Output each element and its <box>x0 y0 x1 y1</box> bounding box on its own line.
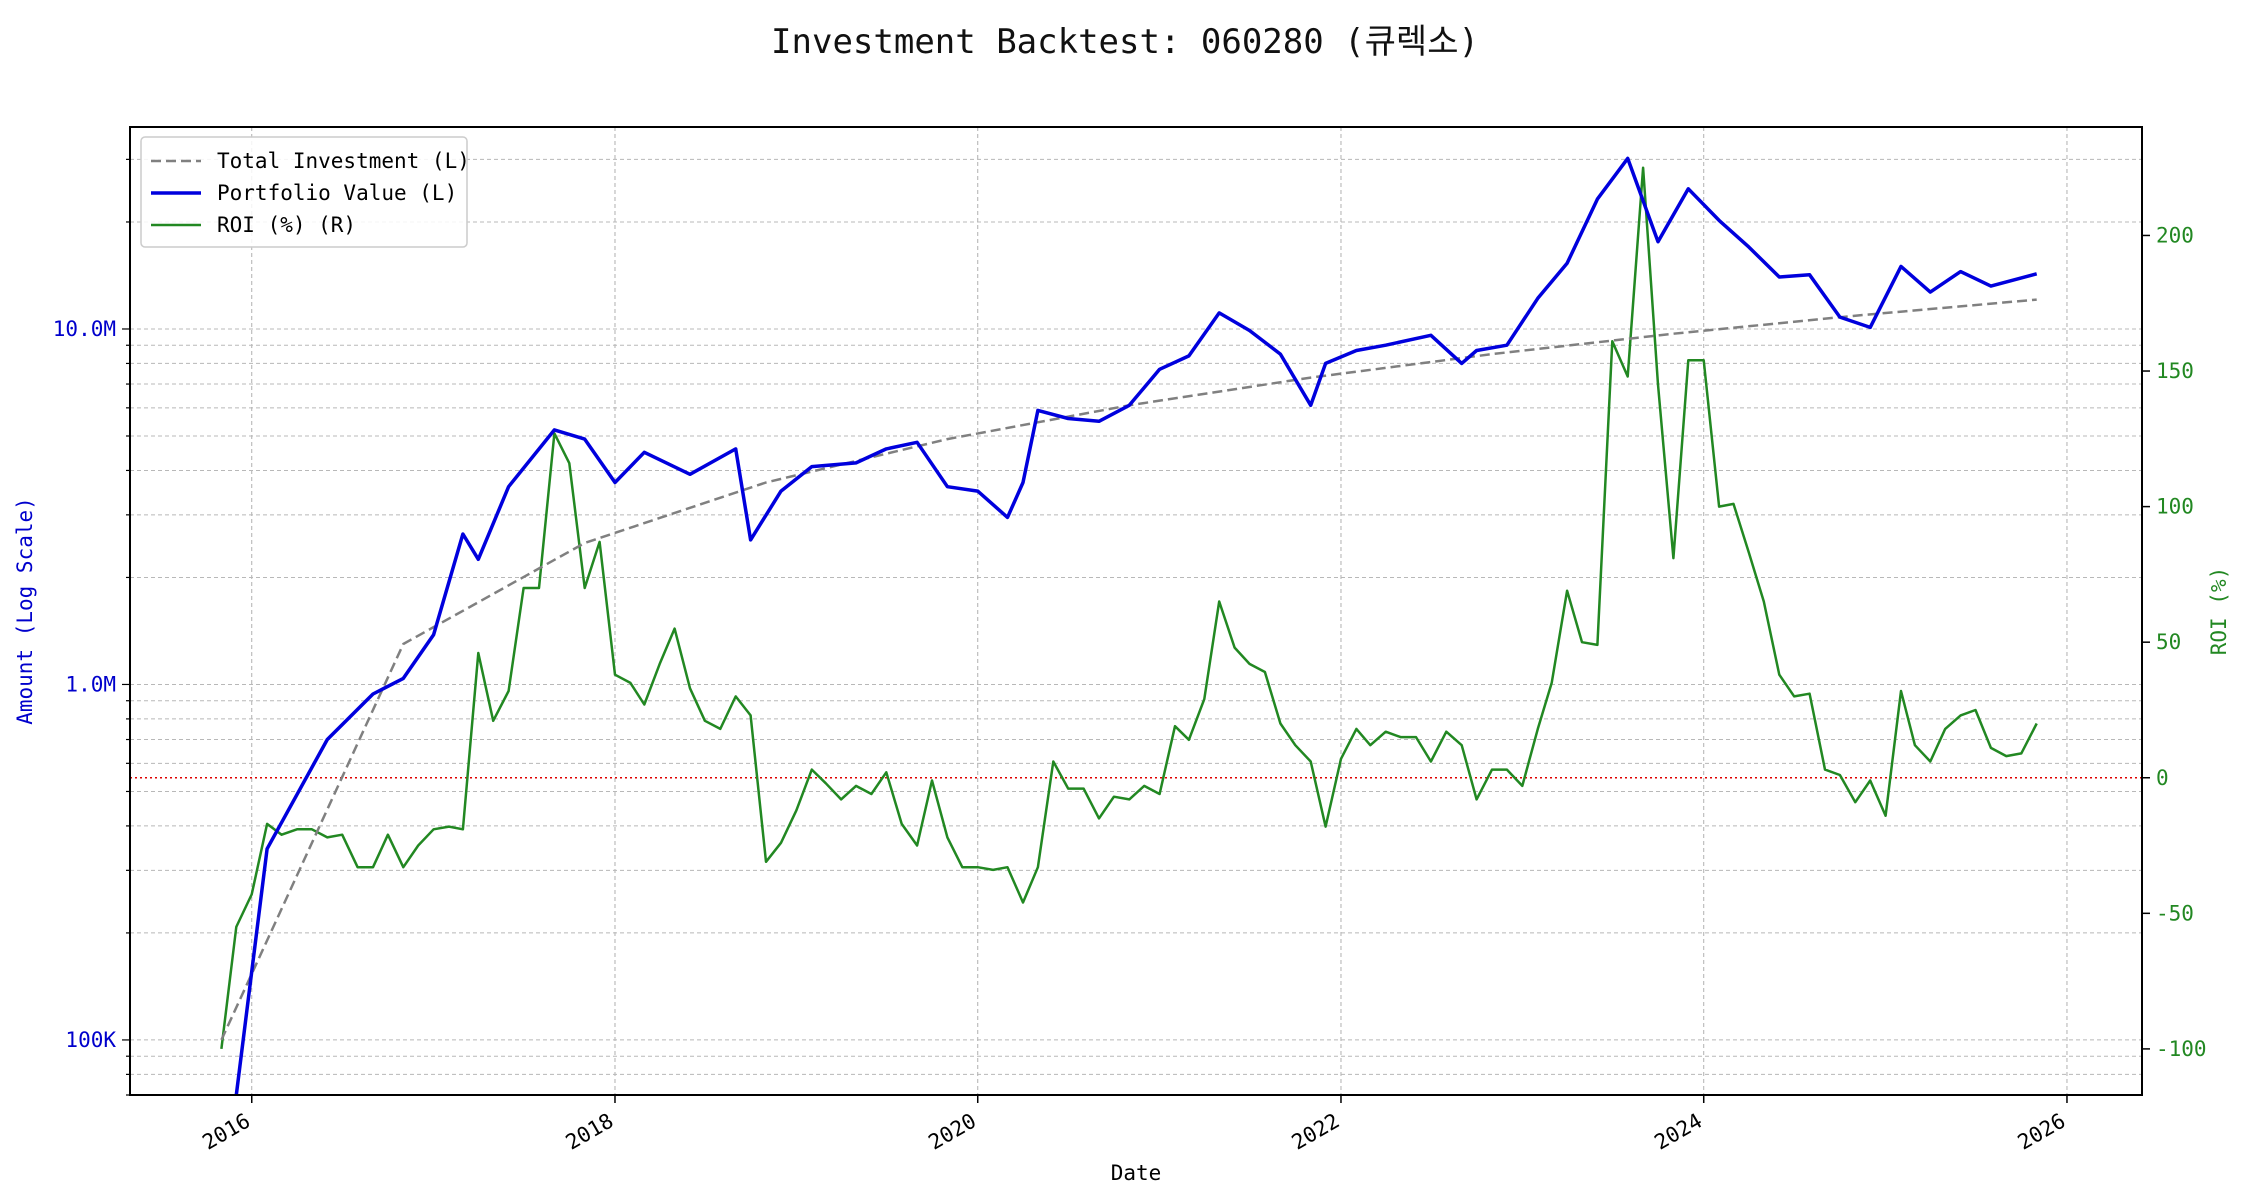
legend-label: ROI (%) (R) <box>217 213 356 237</box>
legend-label: Portfolio Value (L) <box>217 181 457 205</box>
series-portfolio-value <box>234 156 2038 1095</box>
x-tick-label: 2018 <box>562 1109 618 1155</box>
y-left-tick-label: 1.0M <box>65 672 116 696</box>
y-right-tick-label: 150 <box>2156 359 2194 383</box>
series-group <box>220 156 2038 1095</box>
legend[interactable]: Total Investment (L) Portfolio Value (L) R… <box>140 136 470 248</box>
series-roi <box>220 166 2038 1050</box>
y-right-tick-label: 50 <box>2156 630 2181 654</box>
x-axis-label: Date <box>1111 1161 1162 1185</box>
y-right-tick-label: -50 <box>2156 901 2194 925</box>
grid <box>130 127 2142 1096</box>
x-tick-label: 2026 <box>2014 1109 2070 1155</box>
y-right-tick-label: 200 <box>2156 223 2194 247</box>
plot-frame <box>129 126 2143 1096</box>
legend-label: Total Investment (L) <box>217 149 470 173</box>
y-left-tick-label: 10.0M <box>53 317 116 341</box>
y-right-tick-label: -100 <box>2156 1037 2207 1061</box>
axes: 2016 2018 2020 2022 2024 2026 100K 1.0M 10.0M -10… <box>13 158 2231 1185</box>
y-left-tick-label: 100K <box>65 1028 116 1052</box>
x-tick-label: 2022 <box>1288 1109 1344 1155</box>
y-right-axis-label: ROI (%) <box>2207 567 2231 656</box>
series-total-investment <box>220 298 2037 1041</box>
x-tick-label: 2024 <box>1650 1109 1706 1155</box>
chart-title: Investment Backtest: 060280 (큐렉소) <box>771 22 1479 62</box>
y-left-axis-label: Amount (Log Scale) <box>13 497 37 725</box>
x-tick-label: 2020 <box>924 1109 980 1155</box>
legend-box <box>140 136 468 248</box>
y-right-tick-label: 100 <box>2156 495 2194 519</box>
y-right-tick-label: 0 <box>2156 766 2169 790</box>
x-tick-label: 2016 <box>198 1109 254 1155</box>
